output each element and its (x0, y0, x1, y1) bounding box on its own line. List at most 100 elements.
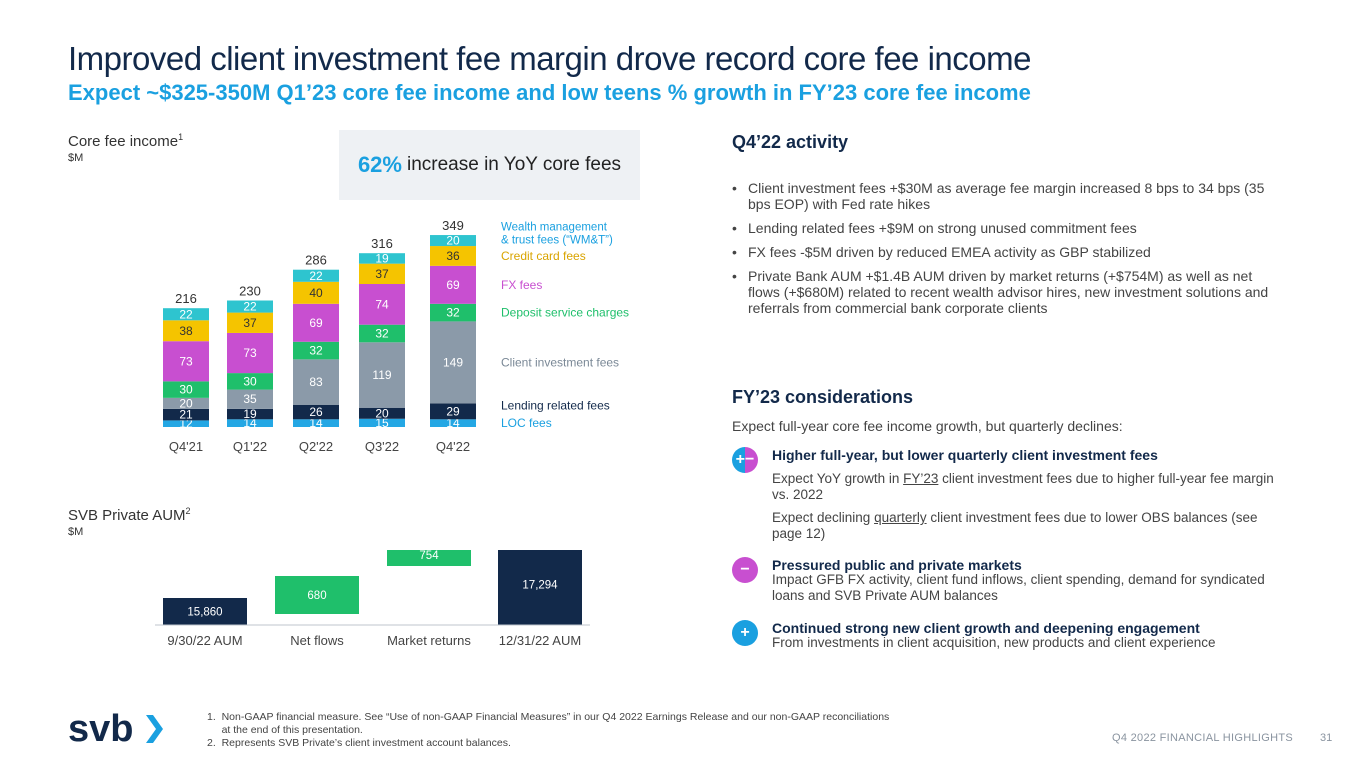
bar-segment (359, 284, 405, 325)
bar-segment (359, 342, 405, 408)
bar-segment (227, 300, 273, 313)
data-label: 32 (446, 306, 460, 320)
bar-segment (293, 419, 339, 427)
underlined-text: quarterly (874, 510, 927, 525)
legend-label: Wealth management (501, 222, 608, 234)
svb-logo: svb (68, 708, 163, 750)
x-tick-label: Q3'22 (365, 439, 399, 454)
data-label: 20 (179, 396, 193, 410)
legend-label: Deposit service charges (501, 306, 629, 320)
data-label: 69 (309, 316, 323, 330)
bar-segment (293, 281, 339, 304)
bar-segment (359, 418, 405, 427)
waterfall-bar (387, 550, 471, 566)
data-label: 30 (243, 374, 257, 388)
total-label: 286 (305, 253, 327, 268)
activity-bullet-list: Client investment fees +$30M as average … (732, 180, 1272, 324)
data-label: 36 (446, 249, 460, 263)
legend-label: Client investment fees (501, 355, 619, 369)
bar-segment (359, 324, 405, 343)
data-label: 29 (446, 404, 460, 418)
data-label: 38 (179, 324, 193, 338)
activity-bullet: Client investment fees +$30M as average … (732, 180, 1272, 212)
consideration-text: From investments in client acquisition, … (772, 635, 1216, 650)
bar-segment (163, 381, 209, 398)
data-label: 22 (179, 307, 193, 321)
data-label: 69 (446, 278, 460, 292)
activity-heading: Q4’22 activity (732, 132, 849, 152)
page-title: Improved client investment fee margin dr… (68, 40, 1031, 77)
data-label: 30 (179, 383, 193, 397)
total-label: 216 (175, 291, 197, 306)
x-tick-label: Net flows (290, 633, 344, 648)
data-label: 14 (446, 416, 460, 430)
consideration-item-investment-fees: +− Higher full-year, but lower quarterly… (732, 447, 1292, 547)
waterfall-bar (498, 550, 582, 625)
legend-label: LOC fees (501, 416, 552, 430)
consideration-title: Higher full-year, but lower quarterly cl… (772, 447, 1158, 463)
bar-segment (227, 408, 273, 420)
considerations-heading: FY’23 considerations (732, 387, 914, 407)
waterfall-bar (163, 598, 247, 625)
page-number: 31 (1320, 732, 1333, 744)
bar-segment (227, 373, 273, 390)
consideration-text: Expect declining quarterly client invest… (772, 510, 1282, 542)
page-subtitle: Expect ~$325-350M Q1’23 core fee income … (68, 80, 1031, 105)
plus-icon: + (732, 620, 758, 646)
data-label: 20 (375, 406, 389, 420)
data-label: 22 (309, 269, 323, 283)
bar-segment (430, 419, 476, 427)
data-label: 32 (375, 327, 389, 341)
data-label: 14 (309, 416, 323, 430)
data-label: 119 (372, 368, 391, 382)
activity-bullet: Lending related fees +$9M on strong unus… (732, 220, 1272, 236)
text-part: client investment fees due to lower OBS … (772, 510, 1258, 541)
data-label: 14 (243, 416, 257, 430)
data-label: 73 (243, 346, 257, 360)
total-label: 230 (239, 284, 261, 299)
core-fee-unit: $M (68, 152, 84, 164)
plus-minus-icon: +− (732, 447, 758, 473)
text-part: client investment fees due to higher ful… (772, 471, 1274, 502)
bar-segment (293, 303, 339, 342)
data-label: 37 (243, 316, 257, 330)
bar-segment (163, 408, 209, 421)
data-label: 83 (309, 375, 323, 389)
bar-segment (430, 303, 476, 322)
bar-segment (430, 265, 476, 304)
consideration-text: Expect YoY growth in FY’23 client invest… (772, 471, 1282, 503)
data-label: 32 (309, 344, 323, 358)
aum-label: SVB Private AUM2 (68, 506, 191, 524)
footnote-line: at the end of this presentation. (207, 724, 363, 736)
aum-footnote-mark: 2 (185, 506, 191, 516)
total-label: 349 (442, 218, 464, 233)
bar-segment (430, 321, 476, 404)
consideration-item-growth: + Continued strong new client growth and… (732, 620, 1292, 654)
consideration-title: Continued strong new client growth and d… (772, 620, 1200, 636)
activity-bullet: FX fees -$5M driven by reduced EMEA acti… (732, 244, 1272, 260)
bar-segment (163, 308, 209, 321)
text-part: Expect declining (772, 510, 875, 525)
x-tick-label: Q2'22 (299, 439, 333, 454)
bar-segment (163, 397, 209, 409)
core-fee-label-text: Core fee income (68, 133, 179, 150)
x-tick-label: 12/31/22 AUM (499, 633, 581, 648)
bar-segment (227, 332, 273, 374)
x-tick-label: Q4'22 (436, 439, 470, 454)
aum-waterfall-chart: 15,860 9/30/22 AUM 680 Net flows 754 Market r… (155, 550, 590, 648)
bar-segment (359, 263, 405, 284)
core-fee-chart: 12212030733822216Q4'2114193530733722230Q… (163, 218, 629, 454)
callout-percent: 62% (357, 152, 402, 177)
x-tick-label: Q1'22 (233, 439, 267, 454)
legend-label: Credit card fees (501, 249, 586, 263)
legend-label: & trust fees (“WM&T”) (501, 235, 613, 247)
considerations-intro: Expect full-year core fee income growth,… (732, 418, 1123, 434)
aum-label-text: SVB Private AUM (68, 507, 186, 524)
x-tick-label: 9/30/22 AUM (167, 633, 242, 648)
activity-bullet: Private Bank AUM +$1.4B AUM driven by ma… (732, 268, 1272, 316)
yoy-callout: 62% increase in YoY core fees (339, 130, 640, 200)
footer-tag: Q4 2022 FINANCIAL HIGHLIGHTS (1112, 732, 1293, 744)
bar-segment (430, 403, 476, 420)
logo-chevron (146, 715, 163, 743)
bar-segment (430, 235, 476, 247)
